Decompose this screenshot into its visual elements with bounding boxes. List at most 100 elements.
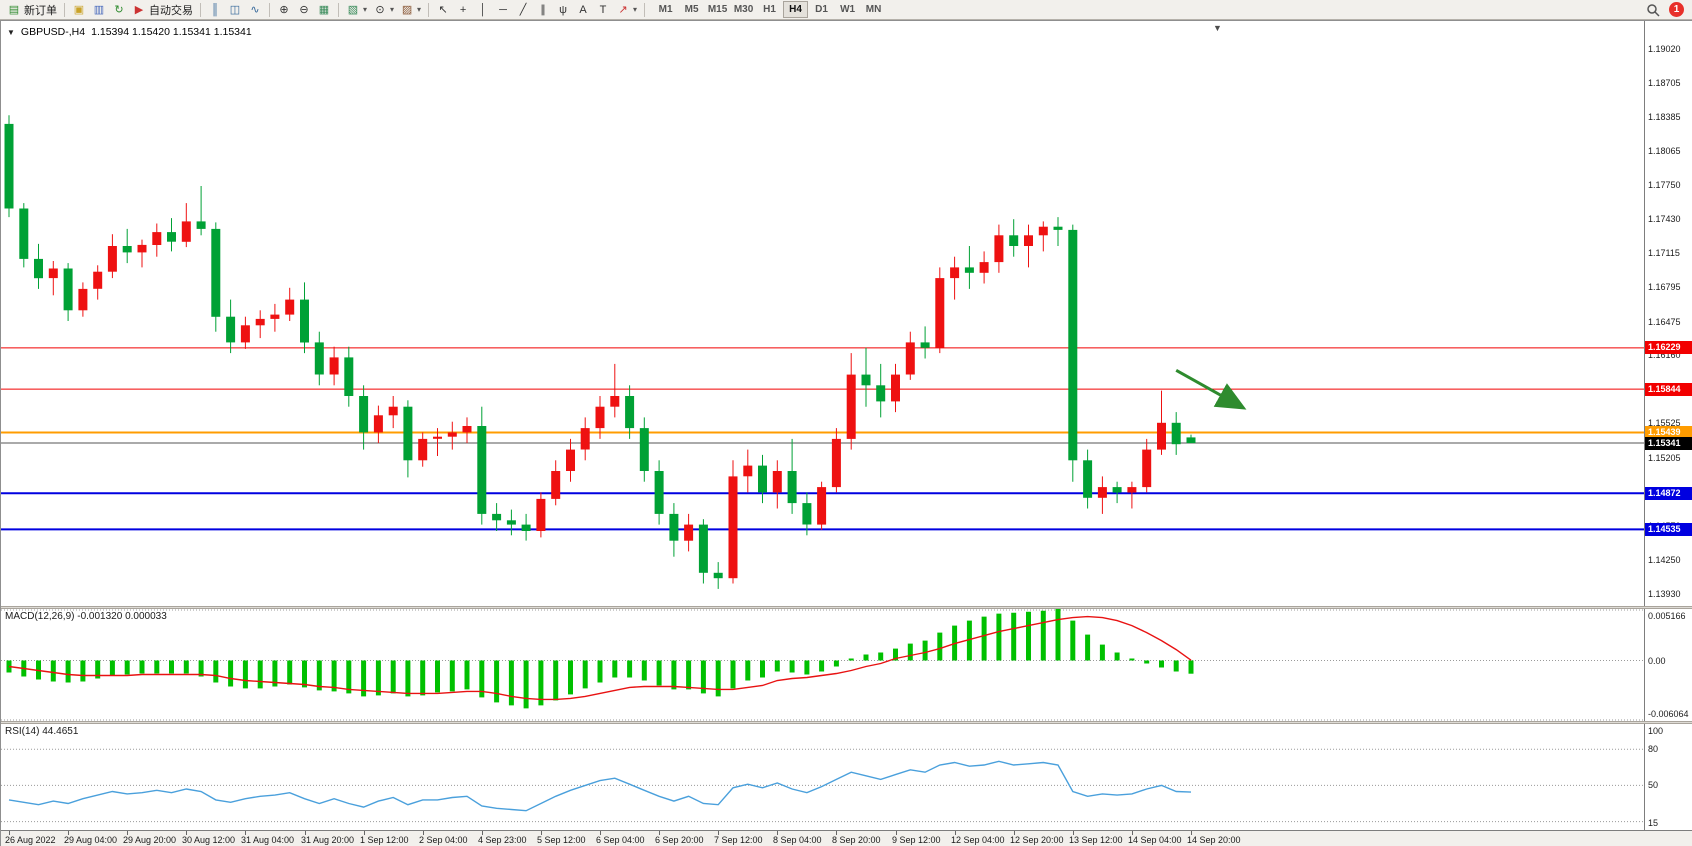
time-axis-label: 6 Sep 20:00	[655, 835, 704, 845]
rsi-scale-label: 15	[1648, 818, 1659, 828]
zoom-in-button[interactable]: ⊕	[274, 1, 294, 19]
price-tick-label: 1.16475	[1648, 317, 1681, 327]
candle	[861, 374, 871, 386]
candle	[625, 396, 635, 429]
candle	[270, 314, 280, 319]
bar-chart-button[interactable]: ║	[205, 1, 225, 19]
market-watch-icon: ▥	[93, 3, 105, 16]
time-axis-tick	[127, 831, 128, 835]
time-axis-label: 14 Sep 20:00	[1187, 835, 1241, 845]
time-axis-label: 14 Sep 04:00	[1128, 835, 1182, 845]
main-toolbar: ▤ 新订单 ▣ ▥ ↻ ▶ 自动交易 ║ ◫ ∿ ⊕ ⊖ ▦ ▧ ▾ ⊙ ▾ ▨ ▾ ↖ + │ ─ ╱ ∥ ψ A T ↗ ▾ M1 M5…	[0, 0, 1692, 20]
one-click-trading-icon[interactable]: ▼	[7, 27, 15, 37]
clock-icon: ⊙	[375, 3, 385, 16]
macd-signal-line	[8, 615, 1192, 701]
price-tick-label: 1.18065	[1648, 146, 1681, 156]
timeframe-m5-button[interactable]: M5	[679, 1, 704, 18]
rsi-panel[interactable]: RSI(14) 44.4651 100 80 50 15	[1, 724, 1692, 830]
price-scale[interactable]: 1.19020 1.18705 1.18385 1.18065 1.17750 1.174…	[1644, 21, 1692, 606]
main-chart-panel[interactable]: ▼ GBPUSD-,H4 1.15394 1.15420 1.15341 1.1…	[1, 21, 1692, 606]
timeframe-h1-button[interactable]: H1	[757, 1, 782, 18]
rsi-label: RSI(14) 44.4651	[5, 726, 79, 737]
indicators-button[interactable]: ▨ ▾	[397, 1, 424, 19]
price-tick-label: 1.18705	[1648, 78, 1681, 88]
timeframe-toolbar: M1 M5 M15 M30 H1 H4 D1 W1 MN	[653, 1, 886, 18]
price-tick-label: 1.17750	[1648, 180, 1681, 190]
timeframe-w1-button[interactable]: W1	[835, 1, 860, 18]
notification-badge[interactable]: 1	[1669, 2, 1684, 17]
current-price-badge: 1.15341	[1645, 437, 1692, 450]
candle	[181, 221, 191, 242]
candlestick-chart[interactable]	[1, 21, 1645, 606]
trendline-button[interactable]: ╱	[513, 1, 533, 19]
candle	[758, 465, 767, 493]
candle	[994, 235, 1004, 263]
panel-divider[interactable]	[1, 721, 1692, 724]
support-line-1-badge: 1.14872	[1645, 487, 1692, 500]
candle	[684, 524, 694, 541]
time-axis-label: 31 Aug 20:00	[301, 835, 355, 845]
autotrading-icon: ▶	[134, 3, 144, 16]
text-button[interactable]: A	[573, 1, 593, 19]
zoom-out-button[interactable]: ⊖	[294, 1, 314, 19]
candle	[1171, 422, 1181, 445]
bar-chart-icon: ║	[211, 3, 219, 16]
candle	[196, 221, 206, 229]
candle	[19, 208, 29, 259]
candle-chart-button[interactable]: ◫	[225, 1, 245, 19]
candle	[152, 232, 162, 245]
autotrading-button[interactable]: ▶ 自动交易	[129, 1, 196, 19]
candle	[1009, 235, 1019, 246]
timeframe-m30-button[interactable]: M30	[731, 1, 756, 18]
time-axis-label: 2 Sep 04:00	[419, 835, 468, 845]
candle	[920, 342, 930, 348]
candle	[698, 524, 708, 573]
new-order-button[interactable]: ▤ 新订单	[4, 1, 60, 19]
new-chart-icon: ▧	[347, 3, 359, 16]
time-axis-tick	[1014, 831, 1015, 835]
new-chart-button[interactable]: ▧ ▾	[343, 1, 370, 19]
cursor-button[interactable]: ↖	[433, 1, 453, 19]
candle	[595, 406, 605, 429]
time-axis[interactable]: 26 Aug 2022 29 Aug 04:00 29 Aug 20:00 30 Au…	[1, 830, 1692, 846]
timeframe-d1-button[interactable]: D1	[809, 1, 834, 18]
rsi-scale[interactable]: 100 80 50 15	[1644, 724, 1692, 830]
time-axis-tick	[718, 831, 719, 835]
toolbar-separator	[200, 2, 201, 17]
macd-panel[interactable]: MACD(12,26,9) -0.001320 0.000033 0.00516…	[1, 609, 1692, 721]
candle	[4, 123, 14, 209]
candle	[802, 503, 812, 525]
support-line-2-badge: 1.14535	[1645, 523, 1692, 536]
line-chart-button[interactable]: ∿	[245, 1, 265, 19]
channel-button[interactable]: ∥	[533, 1, 553, 19]
tile-windows-button[interactable]: ▦	[314, 1, 334, 19]
timeframe-m15-button[interactable]: M15	[705, 1, 730, 18]
time-axis-label: 9 Sep 12:00	[892, 835, 941, 845]
search-icon[interactable]	[1646, 3, 1660, 17]
panel-divider[interactable]	[1, 606, 1692, 609]
text-icon: A	[579, 3, 587, 16]
toolbar-right: 1	[1646, 2, 1688, 17]
candle	[905, 342, 915, 375]
timeframe-h4-button[interactable]: H4	[783, 1, 809, 18]
arrows-button[interactable]: ↗ ▾	[613, 1, 640, 19]
text-label-button[interactable]: T	[593, 1, 613, 19]
macd-scale[interactable]: 0.005166 0.00 -0.006064	[1644, 609, 1692, 721]
candle	[240, 325, 250, 343]
candle	[137, 244, 147, 253]
market-watch-button[interactable]: ▥	[89, 1, 109, 19]
timeframe-mn-button[interactable]: MN	[861, 1, 886, 18]
fibonacci-button[interactable]: ψ	[553, 1, 573, 19]
time-axis-label: 13 Sep 12:00	[1069, 835, 1123, 845]
chart-shift-marker[interactable]: ▼	[1213, 23, 1222, 33]
time-axis-label: 26 Aug 2022	[5, 835, 56, 845]
trend-arrow-annotation[interactable]	[1175, 368, 1247, 410]
metaeditor-button[interactable]: ▣	[69, 1, 89, 19]
vertical-line-button[interactable]: │	[473, 1, 493, 19]
profiles-button[interactable]: ⊙ ▾	[370, 1, 397, 19]
horizontal-line-button[interactable]: ─	[493, 1, 513, 19]
refresh-button[interactable]: ↻	[109, 1, 129, 19]
trendline-icon: ╱	[519, 3, 527, 16]
crosshair-button[interactable]: +	[453, 1, 473, 19]
timeframe-m1-button[interactable]: M1	[653, 1, 678, 18]
